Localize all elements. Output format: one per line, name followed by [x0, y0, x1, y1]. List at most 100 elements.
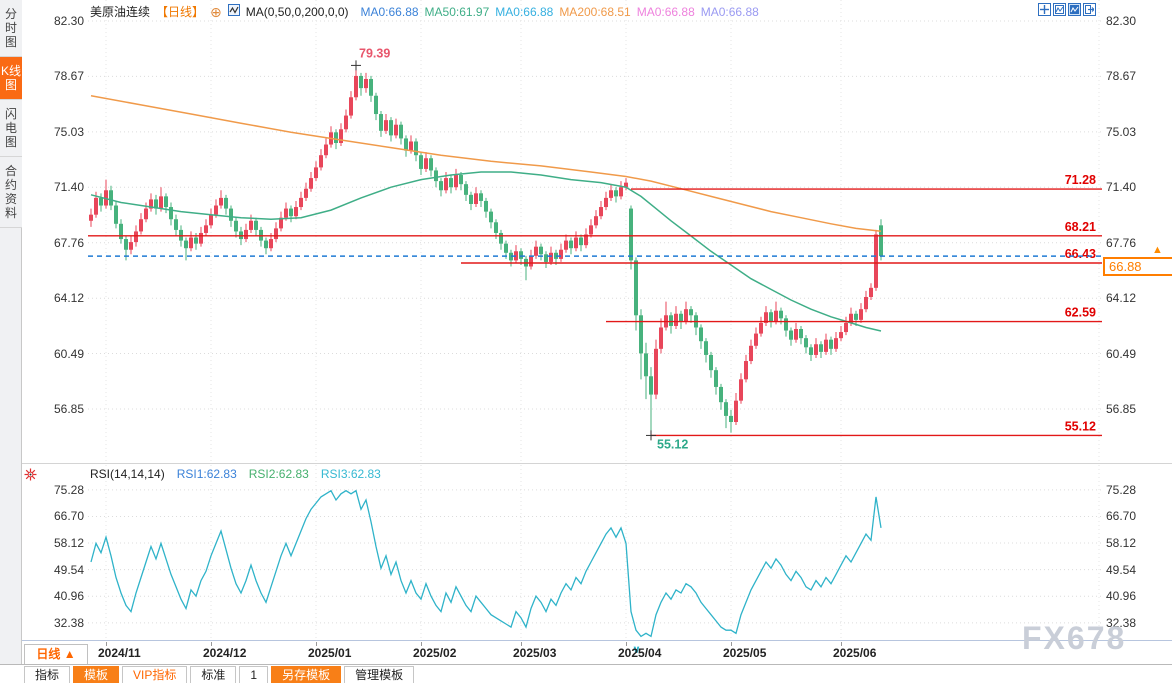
- ma-value: MA50:61.97: [424, 4, 490, 19]
- bottom-tab-4[interactable]: 标准: [190, 666, 237, 683]
- axis-tick-label: 32.38: [1106, 615, 1137, 630]
- main-chart-panel[interactable]: 71.28 68.21 66.43 62.59 55.12 79.39 55.12: [88, 0, 1102, 462]
- time-label: 2024/11: [98, 646, 141, 660]
- axis-tick-label: 49.54: [53, 562, 84, 577]
- axis-tick-label: 40.96: [1106, 589, 1137, 604]
- pane-chart-icon[interactable]: [1053, 3, 1066, 16]
- popout-icon[interactable]: [1083, 3, 1096, 16]
- axis-tick-label: 75.03: [1106, 124, 1137, 139]
- axis-tick-label: 75.28: [53, 482, 84, 497]
- rsi-value: RSI1:62.83: [176, 467, 237, 481]
- ma200-line: [90, 94, 882, 233]
- chart-toolbar: [1038, 3, 1096, 16]
- time-label: 2025/02: [413, 646, 457, 660]
- price-up-arrow: ▲: [1152, 244, 1163, 257]
- ma-value: MA0:66.88: [700, 4, 759, 19]
- sidebar-tab-1[interactable]: 分时图: [0, 0, 22, 57]
- axis-tick-label: 78.67: [53, 69, 84, 84]
- rsi-values: RSI1:62.83 RSI2:62.83 RSI3:62.83: [177, 467, 381, 481]
- bottom-tab-2[interactable]: 模板: [73, 666, 120, 683]
- axis-tick-label: 60.49: [1106, 346, 1137, 361]
- axis-tick-label: 64.12: [53, 291, 84, 306]
- time-label: 2025/05: [723, 646, 767, 660]
- time-label: 2025/01: [308, 646, 352, 660]
- panel-divider: [22, 463, 1172, 464]
- move-icon[interactable]: [1038, 3, 1051, 16]
- time-label: 2024/12: [203, 646, 247, 660]
- bottom-tab-1[interactable]: 指标: [24, 666, 71, 683]
- axis-tick-label: 67.76: [53, 235, 84, 250]
- ma-value: MA0:66.88: [636, 4, 695, 19]
- sidebar-tab-4[interactable]: 合约资料: [0, 157, 22, 228]
- chart-style-icon[interactable]: [1068, 3, 1081, 16]
- sidebar-tab-2[interactable]: K线图: [0, 57, 22, 100]
- hline-price-label: 66.43: [1065, 247, 1096, 261]
- axis-tick-label: 82.30: [1106, 14, 1137, 29]
- last-price-box: 66.88: [1103, 257, 1172, 277]
- peak-price-label: 79.39: [359, 46, 390, 60]
- ma-value: MA0:66.88: [495, 4, 554, 19]
- rsi-panel[interactable]: [88, 465, 1102, 640]
- axis-tick-label: 58.12: [53, 536, 84, 551]
- axis-tick-label: 82.30: [53, 14, 84, 29]
- time-tick: [106, 642, 107, 646]
- low-price-label: 55.12: [657, 437, 688, 451]
- hline-price-label: 62.59: [1065, 306, 1096, 320]
- time-tick: [731, 642, 732, 646]
- period-tag: 【日线】: [156, 5, 205, 19]
- hline-price-label: 71.28: [1065, 173, 1096, 187]
- rsi-settings-icon[interactable]: [24, 468, 37, 486]
- hline-price-label: 55.12: [1065, 419, 1096, 433]
- axis-tick-label: 64.12: [1106, 291, 1137, 306]
- axis-tick-label: 40.96: [53, 589, 84, 604]
- rsi-value: RSI3:62.83: [320, 467, 381, 481]
- bottom-tab-6[interactable]: 另存模板: [271, 666, 342, 683]
- axis-tick-label: 56.85: [1106, 402, 1137, 417]
- time-tick: [421, 642, 422, 646]
- bottom-tab-5[interactable]: 1: [239, 666, 269, 683]
- symbol-name: 美原油连续: [90, 5, 151, 19]
- ma-values: MA0:66.88 MA50:61.97 MA0:66.88 MA200:68.51 M…: [355, 5, 759, 19]
- axis-tick-label: 78.67: [1106, 69, 1137, 84]
- sidebar-tab-3[interactable]: 闪电图: [0, 100, 22, 157]
- time-axis: 日线 ▲ ∨ 2024/11 2024/12 2025/01 2025/02 2025/…: [22, 642, 1172, 665]
- axis-tick-label: 58.12: [1106, 536, 1137, 551]
- ma50-line: [90, 171, 882, 332]
- ma-value: MA200:68.51: [559, 4, 631, 19]
- hline-price-label: 68.21: [1065, 220, 1096, 234]
- time-tick: [626, 642, 627, 646]
- axis-tick-label: 49.54: [1106, 562, 1137, 577]
- axis-tick-label: 66.70: [53, 509, 84, 524]
- time-tick: [841, 642, 842, 646]
- time-label: 2025/04: [618, 646, 662, 660]
- rsi-formula: RSI(14,14,14): [90, 467, 165, 481]
- sell-marker-icon: ∨: [632, 644, 641, 656]
- time-label: 2025/03: [513, 646, 557, 660]
- time-label: 2025/06: [833, 646, 877, 660]
- axis-tick-label: 75.28: [1106, 482, 1137, 497]
- rsi-polyline: [90, 489, 882, 638]
- time-tick: [521, 642, 522, 646]
- candlestick-chart[interactable]: 71.28 68.21 66.43 62.59 55.12 79.39 55.12: [88, 0, 1102, 462]
- chart-type-mini-icon: [227, 4, 240, 19]
- watermark: FX678: [1022, 620, 1127, 656]
- chart-header-legend: 美原油连续 【日线】 ⊕ MA(0,50,0,200,0,0) MA0:66.8…: [90, 3, 759, 20]
- left-sidebar: 分时图 K线图 闪电图 合约资料: [0, 0, 22, 683]
- bottom-tab-7[interactable]: 管理模板: [344, 666, 415, 683]
- axis-tick-label: 71.40: [53, 180, 84, 195]
- time-tick: [211, 642, 212, 646]
- rsi-chart[interactable]: [88, 465, 1102, 640]
- bottom-tab-3[interactable]: VIP指标: [122, 666, 188, 683]
- period-dropdown-button[interactable]: 日线 ▲: [24, 644, 88, 665]
- add-indicator-icon[interactable]: ⊕: [210, 3, 222, 20]
- axis-tick-label: 60.49: [53, 346, 84, 361]
- axis-tick-label: 75.03: [53, 124, 84, 139]
- axis-tick-label: 66.70: [1106, 509, 1137, 524]
- ma-value: MA0:66.88: [360, 4, 419, 19]
- time-tick: [316, 642, 317, 646]
- axis-tick-label: 32.38: [53, 615, 84, 630]
- axis-separator: [22, 640, 1172, 641]
- axis-tick-label: 71.40: [1106, 180, 1137, 195]
- axis-tick-label: 67.76: [1106, 235, 1137, 250]
